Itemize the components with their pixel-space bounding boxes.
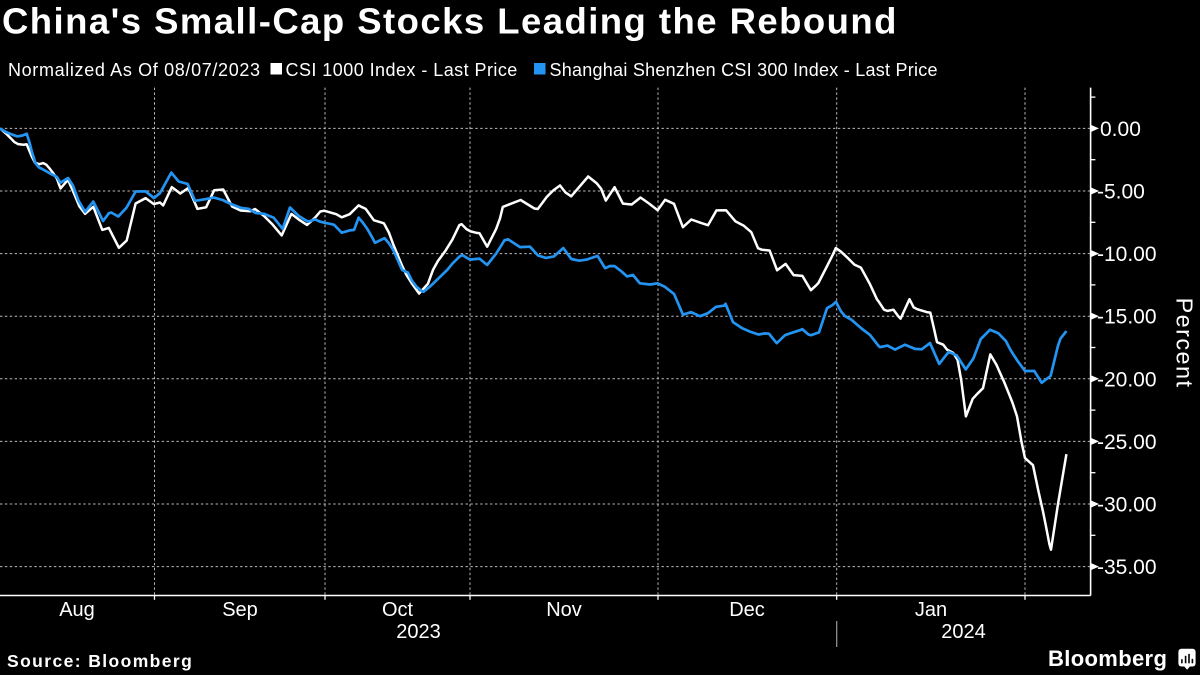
svg-text:Bloomberg: Bloomberg (1048, 646, 1167, 671)
svg-text:Shanghai Shenzhen CSI 300 Inde: Shanghai Shenzhen CSI 300 Index - Last P… (550, 60, 938, 80)
svg-text:2023: 2023 (396, 621, 441, 643)
svg-text:-30.00: -30.00 (1097, 494, 1157, 517)
svg-text:-25.00: -25.00 (1097, 431, 1157, 454)
svg-text:-20.00: -20.00 (1097, 368, 1157, 391)
svg-text:Aug: Aug (59, 599, 95, 621)
svg-text:Dec: Dec (729, 599, 765, 621)
svg-text:Jan: Jan (915, 599, 947, 621)
svg-text:Normalized As Of 08/07/2023: Normalized As Of 08/07/2023 (8, 60, 261, 80)
svg-text:-15.00: -15.00 (1097, 306, 1157, 329)
svg-text:Oct: Oct (382, 599, 414, 621)
svg-text:Sep: Sep (222, 599, 258, 621)
svg-text:2024: 2024 (941, 621, 986, 643)
svg-text:CSI 1000 Index - Last Price: CSI 1000 Index - Last Price (286, 60, 518, 80)
svg-text:-35.00: -35.00 (1097, 556, 1157, 579)
svg-text:China's Small-Cap Stocks Leadi: China's Small-Cap Stocks Leading the Reb… (2, 1, 898, 42)
svg-text:Source: Bloomberg: Source: Bloomberg (7, 651, 193, 671)
svg-text:-5.00: -5.00 (1097, 181, 1145, 204)
svg-text:-10.00: -10.00 (1097, 243, 1157, 266)
svg-text:Percent: Percent (1172, 298, 1198, 389)
svg-text:Nov: Nov (546, 599, 582, 621)
svg-text:0.00: 0.00 (1100, 118, 1141, 141)
